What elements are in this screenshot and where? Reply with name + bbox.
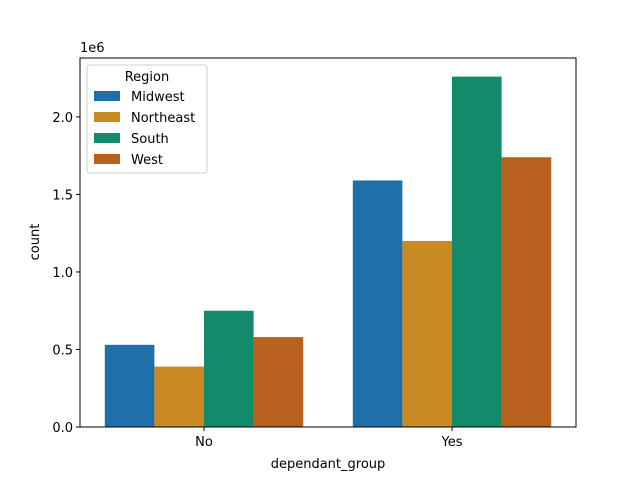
legend-swatch-northeast	[94, 112, 120, 122]
bar-northeast-no	[154, 366, 204, 427]
bar-west-no	[253, 337, 304, 427]
legend-label-south: South	[131, 132, 169, 147]
bar-west-yes	[501, 157, 552, 427]
bar-south-no	[204, 310, 254, 427]
y-tick-label: 0.5	[52, 343, 73, 358]
legend-title: Region	[125, 70, 170, 85]
bar-midwest-no	[104, 344, 155, 427]
y-tick-label: 1.5	[52, 188, 73, 203]
y-tick-label: 0.0	[52, 421, 73, 436]
legend-label-west: West	[131, 153, 163, 168]
legend-swatch-west	[94, 154, 120, 164]
y-offset-text: 1e6	[80, 41, 105, 56]
legend-label-northeast: Northeast	[131, 111, 195, 126]
bars-layer	[104, 76, 552, 427]
y-tick-label: 1.0	[52, 266, 73, 281]
y-axis: 0.0 0.5 1.0 1.5 2.0	[52, 111, 80, 436]
x-axis-label: dependant_group	[271, 457, 386, 472]
bar-northeast-yes	[402, 240, 452, 427]
bar-midwest-yes	[352, 180, 403, 427]
legend-swatch-midwest	[94, 91, 120, 101]
legend-swatch-south	[94, 133, 120, 143]
y-axis-label: count	[28, 224, 43, 261]
legend-label-midwest: Midwest	[131, 90, 185, 105]
legend: Region Midwest Northeast South West	[86, 64, 208, 174]
y-tick-label: 2.0	[52, 111, 73, 126]
bar-south-yes	[452, 76, 502, 427]
x-axis: No Yes	[195, 427, 463, 450]
x-tick-label: Yes	[441, 435, 463, 450]
plot-frame	[79, 57, 577, 428]
x-tick-label: No	[195, 435, 213, 450]
